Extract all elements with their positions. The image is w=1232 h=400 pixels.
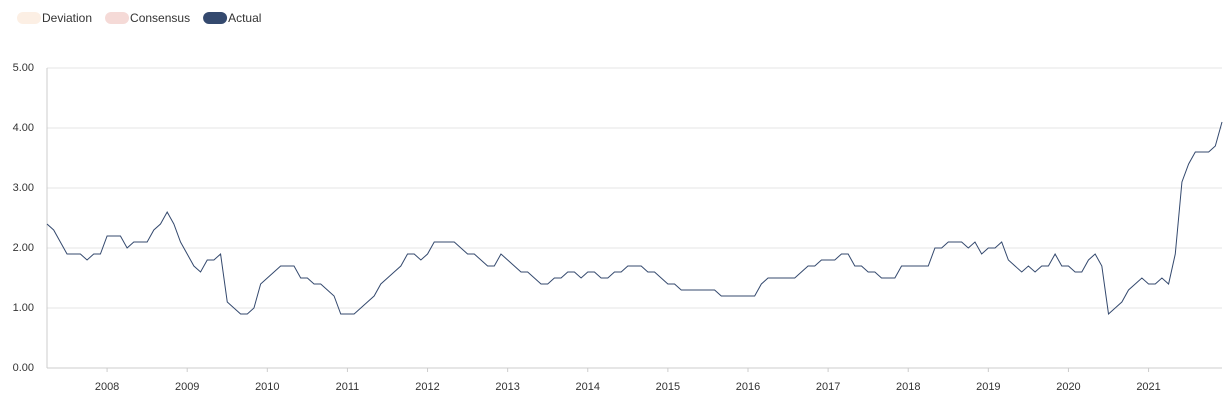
y-tick-label: 5.00 bbox=[13, 62, 34, 74]
y-tick-label: 3.00 bbox=[13, 182, 34, 194]
y-tick-label: 1.00 bbox=[13, 302, 34, 314]
y-tick-label: 0.00 bbox=[13, 362, 34, 374]
y-tick-label: 2.00 bbox=[13, 242, 34, 254]
x-tick-label: 2017 bbox=[816, 381, 840, 393]
data-line bbox=[46, 121, 1223, 316]
x-tick-label: 2020 bbox=[1056, 381, 1080, 393]
legend-label[interactable]: Consensus bbox=[130, 11, 190, 25]
x-tick-label: 2019 bbox=[976, 381, 1000, 393]
legend-swatch[interactable] bbox=[17, 12, 41, 24]
legend-swatch[interactable] bbox=[105, 12, 130, 24]
legend-label[interactable]: Actual bbox=[228, 11, 261, 25]
y-tick-label: 4.00 bbox=[13, 122, 34, 134]
x-tick-label: 2015 bbox=[656, 381, 680, 393]
x-tick-label: 2012 bbox=[415, 381, 439, 393]
x-tick-label: 2013 bbox=[495, 381, 519, 393]
x-tick-label: 2016 bbox=[736, 381, 760, 393]
legend-swatch[interactable] bbox=[203, 12, 228, 24]
x-tick-label: 2008 bbox=[95, 381, 119, 393]
legend-label[interactable]: Deviation bbox=[42, 11, 92, 25]
x-tick-label: 2021 bbox=[1136, 381, 1160, 393]
x-tick-label: 2018 bbox=[896, 381, 920, 393]
x-tick-label: 2011 bbox=[336, 381, 360, 393]
x-tick-label: 2014 bbox=[576, 381, 600, 393]
x-tick-label: 2009 bbox=[175, 381, 199, 393]
x-tick-label: 2010 bbox=[255, 381, 279, 393]
